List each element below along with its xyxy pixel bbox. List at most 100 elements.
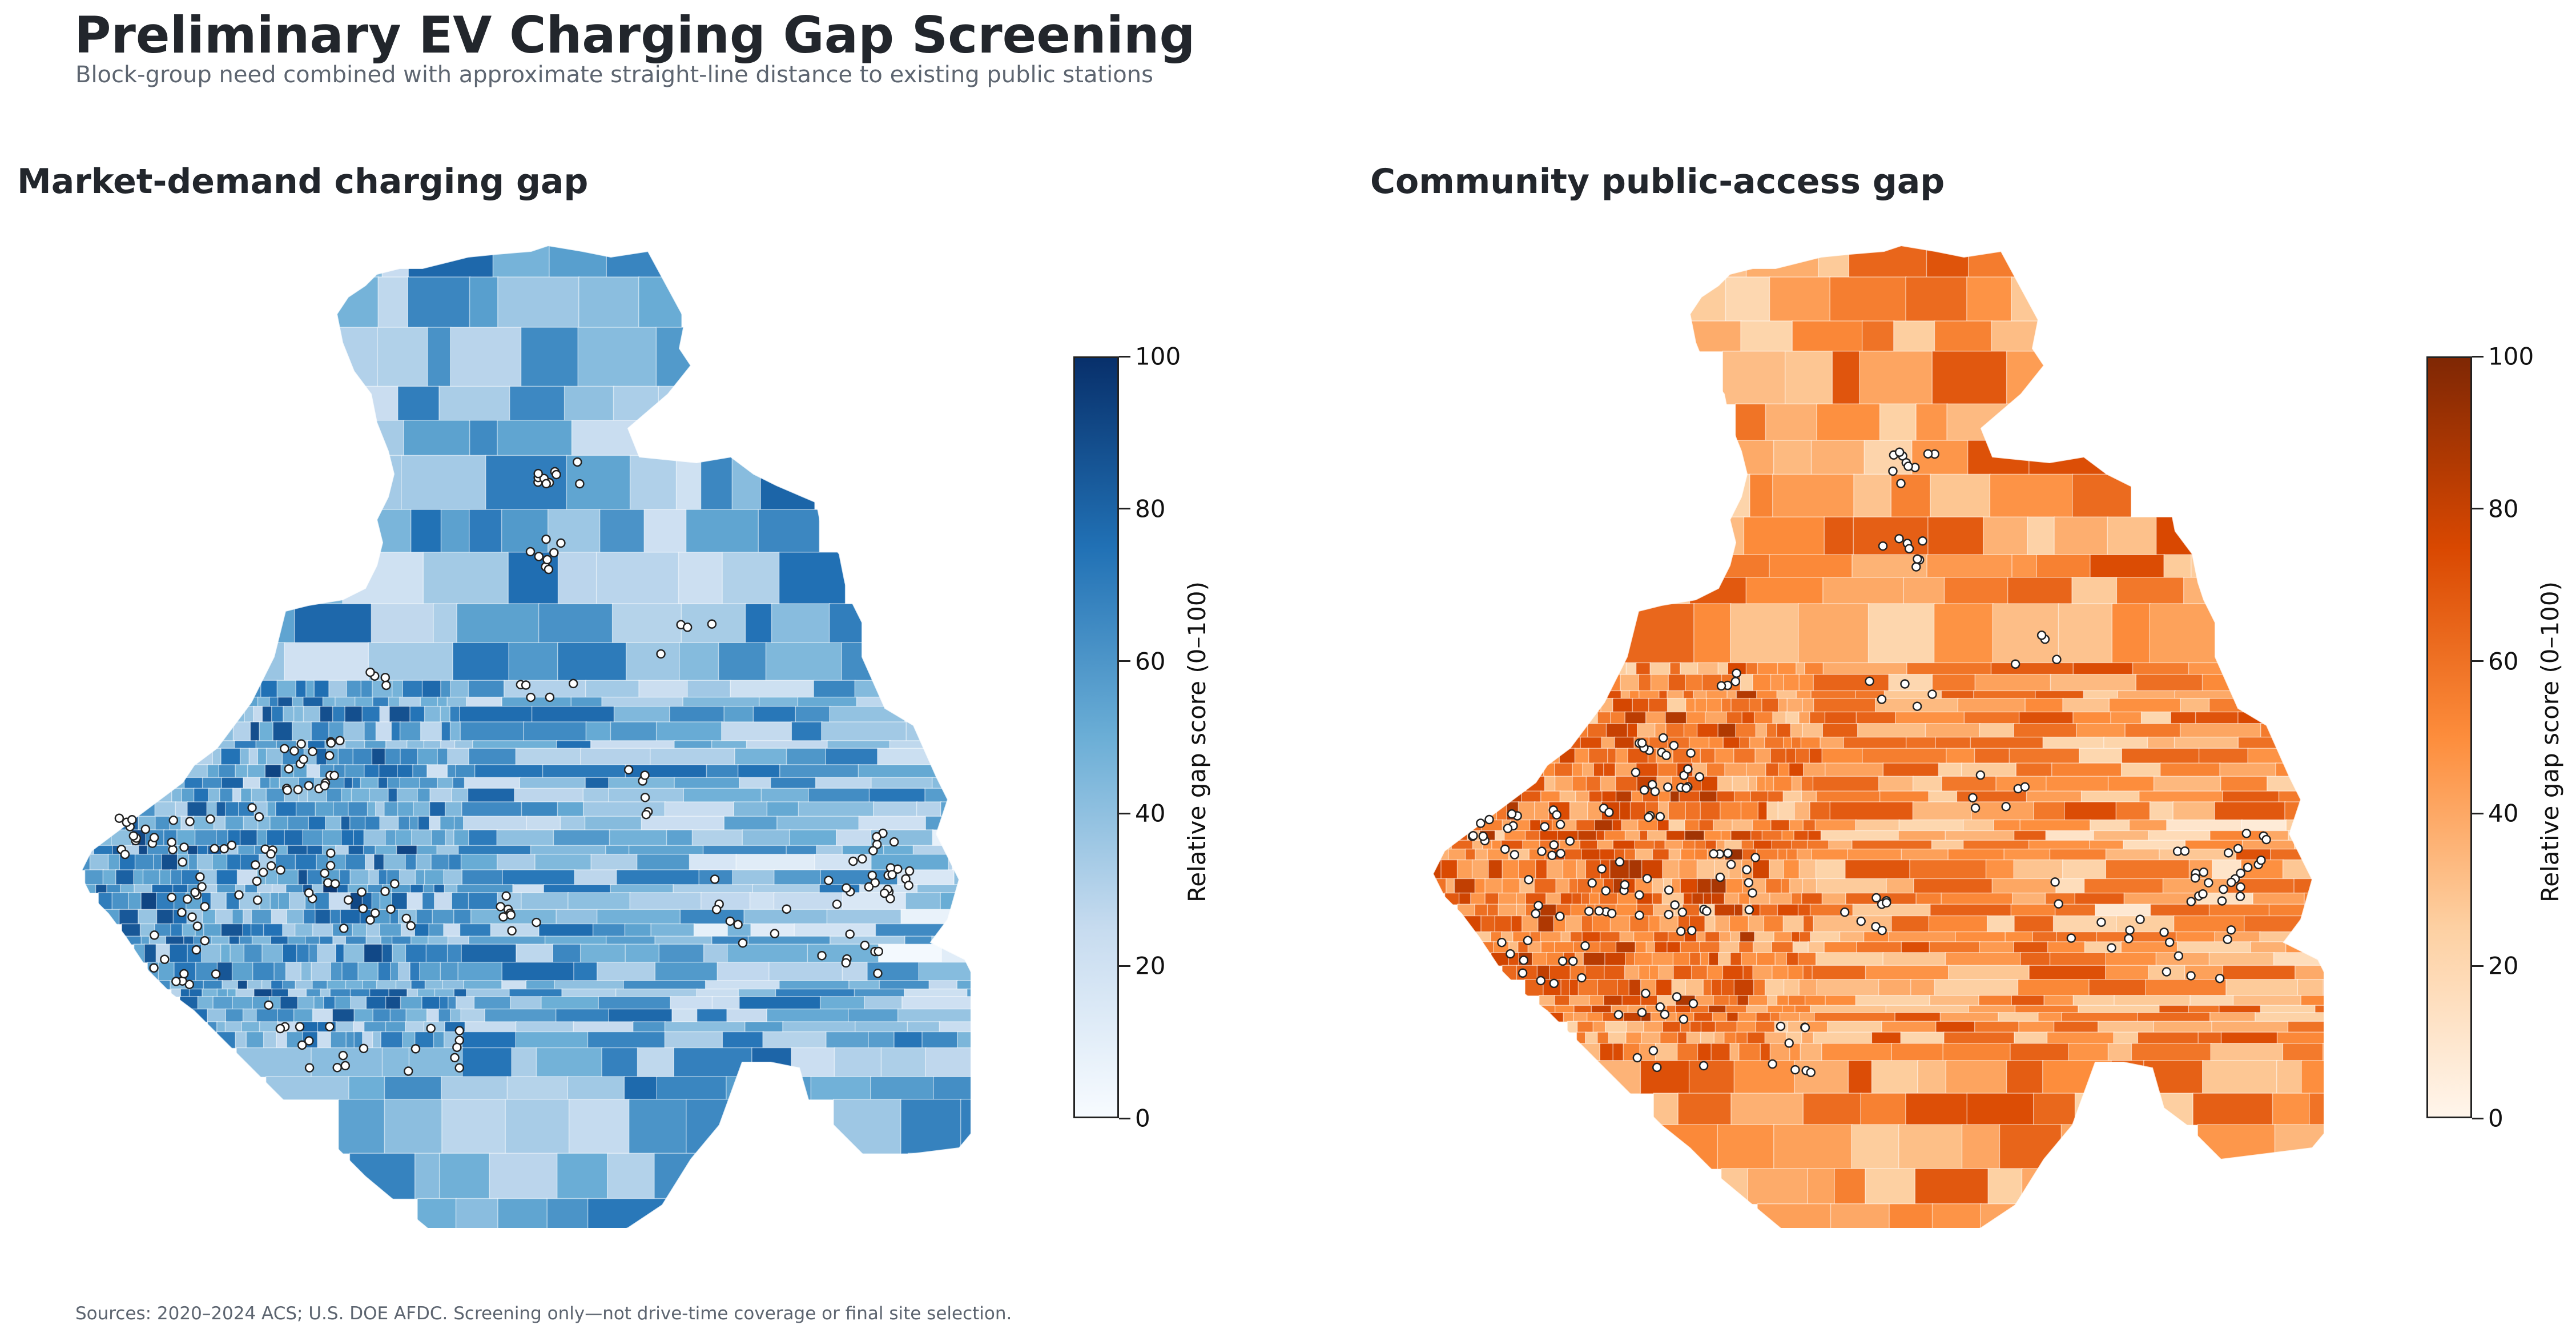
market-demand-block-group [314,892,331,911]
market-demand-block-group [282,923,296,937]
community-access-block-group [1750,830,1764,841]
market-demand-station-marker [380,673,391,682]
market-demand-block-group [311,1047,384,1078]
market-demand-block-group [340,509,412,553]
market-demand-block-group [212,996,234,1010]
market-demand-block-group [216,869,239,886]
market-demand-block-group [417,748,438,766]
community-access-block-group [1698,819,1714,832]
market-demand-block-group [345,980,364,990]
market-demand-block-group [377,327,429,388]
market-demand-block-group [395,980,412,990]
market-demand-station-marker [370,908,380,918]
market-demand-block-group [303,705,321,723]
community-access-station-marker [1580,941,1590,951]
market-demand-block-group [273,961,287,982]
market-demand-block-group [207,764,220,779]
community-access-block-group [1726,690,1737,700]
community-access-block-group [1713,995,1730,1007]
community-access-block-group [1822,577,1905,605]
community-access-block-group [1778,697,1788,713]
market-demand-station-marker [410,1044,421,1054]
community-access-block-group [1689,952,1702,967]
market-demand-block-group [216,988,228,998]
market-demand-block-group [287,936,307,945]
community-access-block-group [1711,892,1726,905]
community-access-station-marker [2010,659,2020,669]
community-access-block-group [1808,941,1825,954]
community-access-block-group [2143,1060,2204,1094]
market-demand-station-marker [552,469,561,480]
community-access-block-group [1774,952,1788,967]
market-demand-block-group [246,603,296,644]
market-demand-block-group [89,853,110,871]
market-demand-block-group [349,816,367,831]
community-access-station-marker [2020,782,2030,792]
community-access-station-marker [1641,989,1651,998]
community-access-block-group [1685,711,1706,725]
community-access-block-group [1748,697,1763,713]
community-access-station-marker [1635,910,1644,920]
community-access-block-group [1905,1093,1969,1126]
community-access-station-marker [1896,479,1906,488]
market-demand-block-group [401,455,487,511]
market-demand-block-group [212,642,285,681]
community-access-block-group [1697,662,1720,676]
community-access-station-marker [1549,840,1559,850]
community-access-block-group [1752,965,1773,981]
community-access-block-group [1791,736,1802,749]
community-access-block-group [1702,892,1713,905]
community-access-station-marker [1468,830,1478,841]
market-demand-station-marker [358,904,368,914]
market-demand-station-marker [733,920,743,930]
community-access-station-marker [1524,875,1533,885]
community-access-map[interactable] [1410,246,2324,1228]
community-access-block-group [1740,320,1793,352]
market-demand-station-marker [275,1023,285,1034]
community-access-block-group [1933,603,1994,664]
market-demand-station-marker [879,888,889,898]
community-access-block-group [1668,848,1682,861]
community-access-block-group [1721,979,1736,997]
market-demand-block-group [344,705,363,723]
community-access-block-group [1722,965,1744,981]
market-demand-block-group [80,884,97,894]
market-demand-block-group [365,936,382,945]
community-access-station-marker [1894,447,1905,457]
market-demand-block-group [251,909,273,925]
community-access-block-group [1705,690,1728,700]
market-demand-block-group [834,1047,883,1078]
community-access-block-group [1741,952,1758,967]
market-demand-station-marker [227,840,237,850]
market-demand-block-group [372,696,390,708]
community-access-block-group [1724,762,1748,777]
community-access-block-group [1788,762,1805,777]
market-demand-block-group [350,996,368,1010]
market-demand-block-group [348,801,369,817]
community-access-block-group [1776,995,1790,1007]
market-demand-block-group [377,276,409,328]
community-access-block-group [1765,403,1818,441]
community-access-station-marker [1478,831,1488,841]
community-access-block-group [1587,801,1603,821]
market-demand-block-group [153,853,163,871]
community-access-block-group [1756,776,1766,792]
market-demand-block-group [334,996,352,1010]
community-access-block-group [1704,830,1722,841]
community-access-block-group [1573,1012,1588,1023]
community-access-block-group [1755,1021,1776,1033]
market-demand-block-group [181,788,195,803]
community-access-block-group [1749,473,1774,518]
market-demand-station-marker [332,1063,342,1073]
community-access-block-group [1553,995,1571,1007]
market-demand-colorbar-tick-label: 0 [1135,1104,1150,1133]
market-demand-block-group [791,1047,836,1078]
market-demand-station-marker [454,1063,464,1073]
community-access-block-group [1801,892,1824,905]
market-demand-map[interactable] [57,246,971,1228]
community-access-colorbar-tick-label: 80 [2488,495,2519,523]
market-demand-block-group [398,961,411,982]
market-demand-block-group [154,801,176,817]
community-access-block-group [1502,878,1521,894]
community-access-block-group [1769,892,1793,905]
